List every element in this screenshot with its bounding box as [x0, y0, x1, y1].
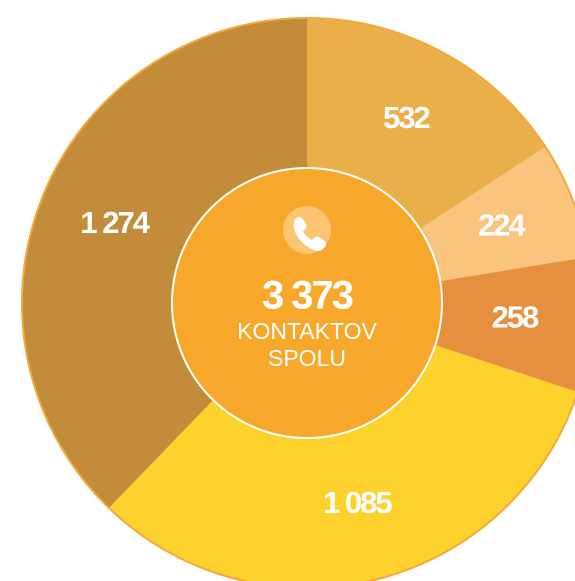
value-label: 1 274 [80, 205, 150, 240]
center-circle [171, 167, 443, 439]
value-label: 532 [383, 100, 429, 135]
slice [108, 303, 575, 581]
phone-icon [283, 206, 331, 254]
center-line: SPOLU [268, 345, 346, 371]
value-label: 1 085 [323, 485, 392, 520]
outer-ring [21, 17, 575, 581]
center-line: KONTAKTOV [237, 318, 377, 344]
phone-glyph [293, 217, 326, 251]
labels: 532 224 258 1 085 1 274 [80, 100, 541, 520]
slice [22, 18, 308, 508]
value-label: 258 [492, 299, 539, 334]
value-label: 224 [478, 208, 526, 243]
total-value: 3 373 [262, 274, 353, 318]
